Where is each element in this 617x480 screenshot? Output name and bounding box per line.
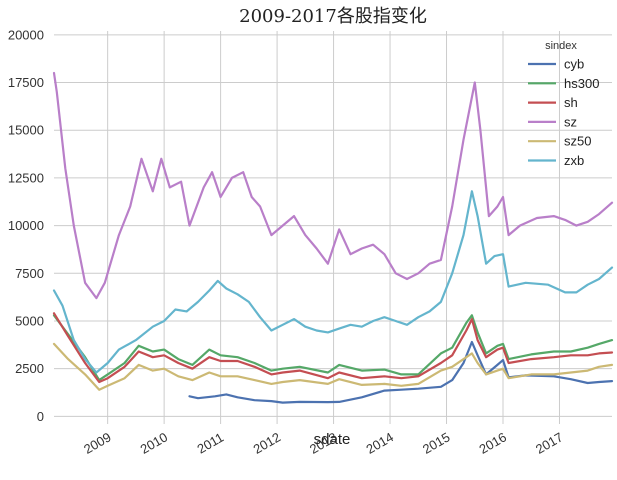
y-tick-label: 20000	[8, 27, 44, 42]
y-tick-label: 7500	[15, 266, 44, 281]
legend-entry-sz: sz	[564, 114, 577, 129]
legend-entry-hs300: hs300	[564, 76, 599, 91]
legend-entry-sh: sh	[564, 95, 578, 110]
legend-title: sindex	[545, 40, 577, 52]
y-tick-label: 12500	[8, 170, 44, 185]
legend-entry-sz50: sz50	[564, 134, 591, 149]
y-tick-label: 5000	[15, 313, 44, 328]
y-tick-label: 10000	[8, 218, 44, 233]
series-line-zxb	[52, 190, 614, 374]
y-tick-label: 0	[37, 409, 44, 424]
series-line-hs300	[52, 314, 614, 382]
series-line-sh	[52, 312, 614, 384]
y-axis: 0 2500 5000 7500 10000 12500 15000 17500 20000	[8, 27, 44, 424]
y-tick-label: 17500	[8, 75, 44, 90]
x-axis-label: sdate	[314, 431, 351, 448]
series-layer	[52, 71, 614, 404]
chart-title: 2009-2017各股指变化	[239, 6, 427, 27]
y-tick-label: 2500	[15, 361, 44, 376]
legend-entry-cyb: cyb	[564, 57, 584, 72]
legend-entry-zxb: zxb	[564, 153, 584, 168]
y-tick-label: 15000	[8, 123, 44, 138]
series-line-sz	[52, 71, 614, 300]
legend: sindex cyb hs300 sh sz sz50 zxb	[528, 40, 599, 168]
series-line-sz50	[52, 342, 614, 391]
